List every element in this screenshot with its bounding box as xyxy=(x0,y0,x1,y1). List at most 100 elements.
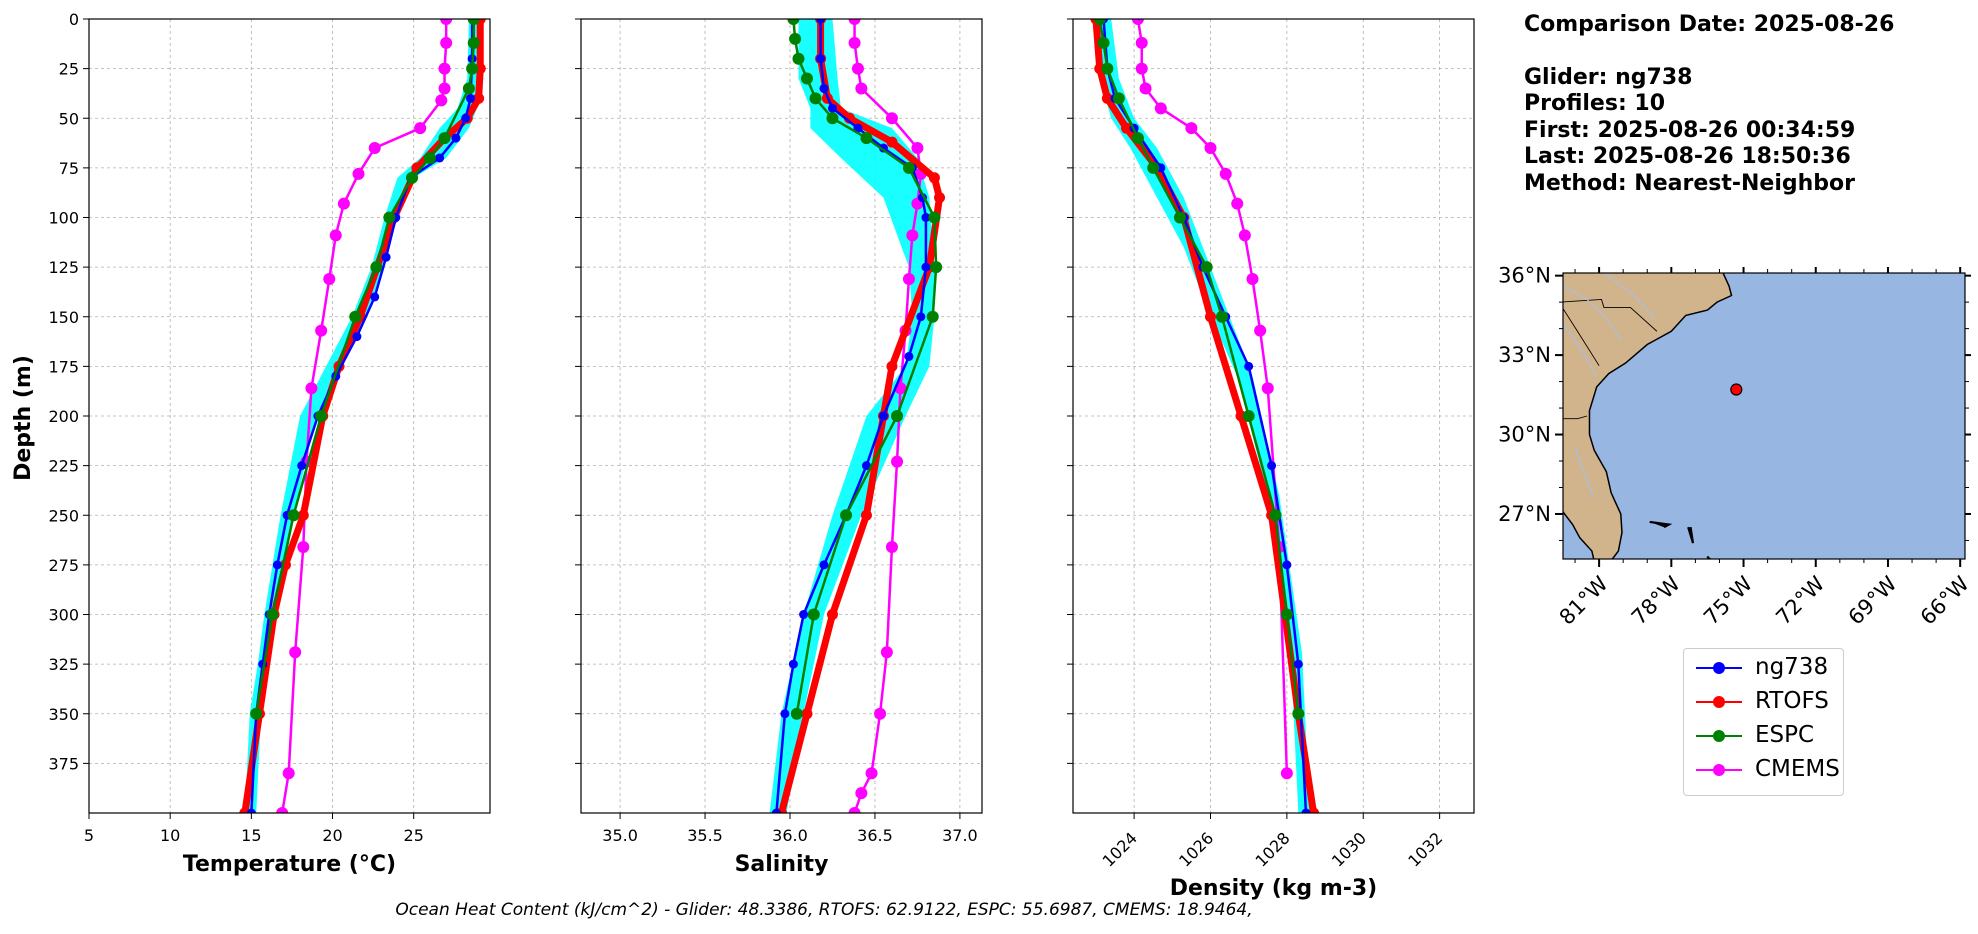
series-point-espc xyxy=(1093,19,1106,25)
x-tick-label: 1032 xyxy=(1404,828,1446,870)
series-point-cmems xyxy=(282,767,295,780)
x-axis-label: Temperature (°C) xyxy=(183,852,396,877)
series-point-ng738 xyxy=(916,312,926,322)
plot-area xyxy=(1090,19,1320,813)
series-point-ng738 xyxy=(878,411,888,421)
series-point-ng738 xyxy=(370,292,380,302)
x-tick-label: 1024 xyxy=(1099,828,1141,870)
island xyxy=(1683,562,1690,567)
series-point-ng738 xyxy=(921,213,931,222)
info-panel: Comparison Date: 2025-08-26 Glider: ng73… xyxy=(1524,12,1894,197)
y-tick-label: 75 xyxy=(59,159,79,178)
series-point-rtofs xyxy=(1120,122,1132,134)
last-time: Last: 2025-08-26 18:50:36 xyxy=(1524,144,1851,169)
series-point-cmems xyxy=(848,36,861,49)
footer-text: Ocean Heat Content (kJ/cm^2) - Glider: 4… xyxy=(395,900,1253,920)
y-tick-label: 350 xyxy=(48,705,79,724)
river xyxy=(1603,273,1655,319)
x-tick-label: 35.0 xyxy=(602,826,638,845)
series-point-cmems xyxy=(438,62,451,75)
island xyxy=(1706,555,1714,559)
series-point-ng738 xyxy=(1282,560,1292,570)
series-point-ng738 xyxy=(1244,361,1254,371)
map-x-tick-label: 75°W xyxy=(1699,571,1757,629)
profiles-count: Profiles: 10 xyxy=(1524,91,1666,116)
x-tick-label: 20 xyxy=(322,826,342,845)
series-point-cmems xyxy=(874,707,887,720)
state-border xyxy=(1563,307,1600,366)
island xyxy=(1687,526,1695,544)
state-border xyxy=(1563,415,1588,420)
series-espc xyxy=(787,19,943,720)
map-frame xyxy=(1562,272,1966,560)
series-point-espc xyxy=(462,82,475,95)
map-x-tick-label: 78°W xyxy=(1627,571,1685,629)
series-point-cmems xyxy=(906,229,919,242)
series-point-rtofs xyxy=(473,92,485,104)
legend-label-espc: ESPC xyxy=(1755,722,1815,748)
series-cmems xyxy=(848,19,927,813)
series-point-cmems xyxy=(1135,62,1148,75)
x-tick-label: 35.5 xyxy=(687,826,723,845)
series-point-espc xyxy=(1200,261,1213,274)
series-point-espc xyxy=(315,410,328,422)
series-point-cmems xyxy=(1238,229,1251,242)
series-point-ng738 xyxy=(1293,659,1303,669)
series-point-cmems xyxy=(902,273,915,286)
series-point-cmems xyxy=(435,94,448,107)
series-point-cmems xyxy=(1139,82,1152,95)
series-point-cmems xyxy=(851,62,864,75)
series-point-ng738 xyxy=(381,252,391,262)
series-point-espc xyxy=(790,707,803,720)
series-point-rtofs xyxy=(1308,807,1320,813)
series-point-espc xyxy=(1097,36,1110,49)
series-point-rtofs xyxy=(1204,311,1216,323)
series-point-cmems xyxy=(438,82,451,95)
y-tick-label: 250 xyxy=(48,506,79,525)
map-y-tick-label: 33°N xyxy=(1498,343,1551,367)
series-point-ng738 xyxy=(780,709,790,719)
footer-ohc: Ocean Heat Content (kJ/cm^2) - Glider: 4… xyxy=(0,900,1978,920)
map-x-tick-label: 72°W xyxy=(1771,571,1829,629)
series-point-ng738 xyxy=(819,83,829,93)
y-tick-label: 325 xyxy=(48,655,79,674)
series-point-espc xyxy=(826,112,839,125)
series-point-cmems xyxy=(414,122,427,135)
series-point-rtofs xyxy=(886,136,898,148)
series-point-espc xyxy=(250,707,263,720)
series-point-cmems xyxy=(337,197,350,210)
series-point-rtofs xyxy=(826,609,838,620)
series-point-espc xyxy=(930,261,943,274)
series-point-espc xyxy=(840,509,853,522)
series-point-ng738 xyxy=(861,461,871,471)
panel-3: 1024 1026 1028 1030 1032 Density (kg m-3) xyxy=(1067,18,1475,901)
series-point-cmems xyxy=(1185,122,1198,135)
series-point-espc xyxy=(891,410,904,422)
series-point-cmems xyxy=(1254,324,1267,337)
y-tick-label: 225 xyxy=(48,457,79,476)
series-point-espc xyxy=(1280,608,1293,621)
series-point-ng738 xyxy=(272,560,282,570)
x-tick-label: 5 xyxy=(84,826,94,845)
comparison-date: Comparison Date: 2025-08-26 xyxy=(1524,12,1895,37)
series-point-ng738 xyxy=(1267,461,1277,471)
legend-marker-rtofs xyxy=(1713,696,1725,708)
map-x-tick-label: 81°W xyxy=(1555,571,1613,629)
river xyxy=(1563,322,1598,377)
legend-item-ng738: ng738 xyxy=(1684,651,1843,685)
series-point-espc xyxy=(902,161,915,174)
glider-location-marker xyxy=(1730,383,1743,396)
y-tick-label: 200 xyxy=(48,407,79,426)
series-point-cmems xyxy=(297,541,310,554)
series-point-cmems xyxy=(1154,102,1167,115)
series-point-ng738 xyxy=(466,93,476,103)
series-point-cmems xyxy=(440,36,453,49)
x-tick-label: 10 xyxy=(160,826,180,845)
series-point-espc xyxy=(807,608,820,621)
series-espc xyxy=(250,19,480,720)
y-tick-label: 50 xyxy=(59,109,79,128)
legend-item-rtofs: RTOFS xyxy=(1684,685,1843,719)
series-point-espc xyxy=(792,52,805,65)
series-point-cmems xyxy=(323,273,336,286)
